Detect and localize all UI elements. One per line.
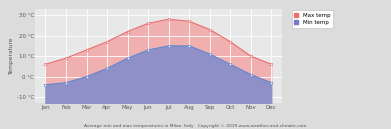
- Text: Average min and max temperatures in Milan, Italy   Copyright © 2019 www.weather-: Average min and max temperatures in Mila…: [84, 124, 307, 128]
- Y-axis label: Temperature: Temperature: [9, 37, 14, 75]
- Legend: Max temp, Min temp: Max temp, Min temp: [292, 10, 333, 28]
